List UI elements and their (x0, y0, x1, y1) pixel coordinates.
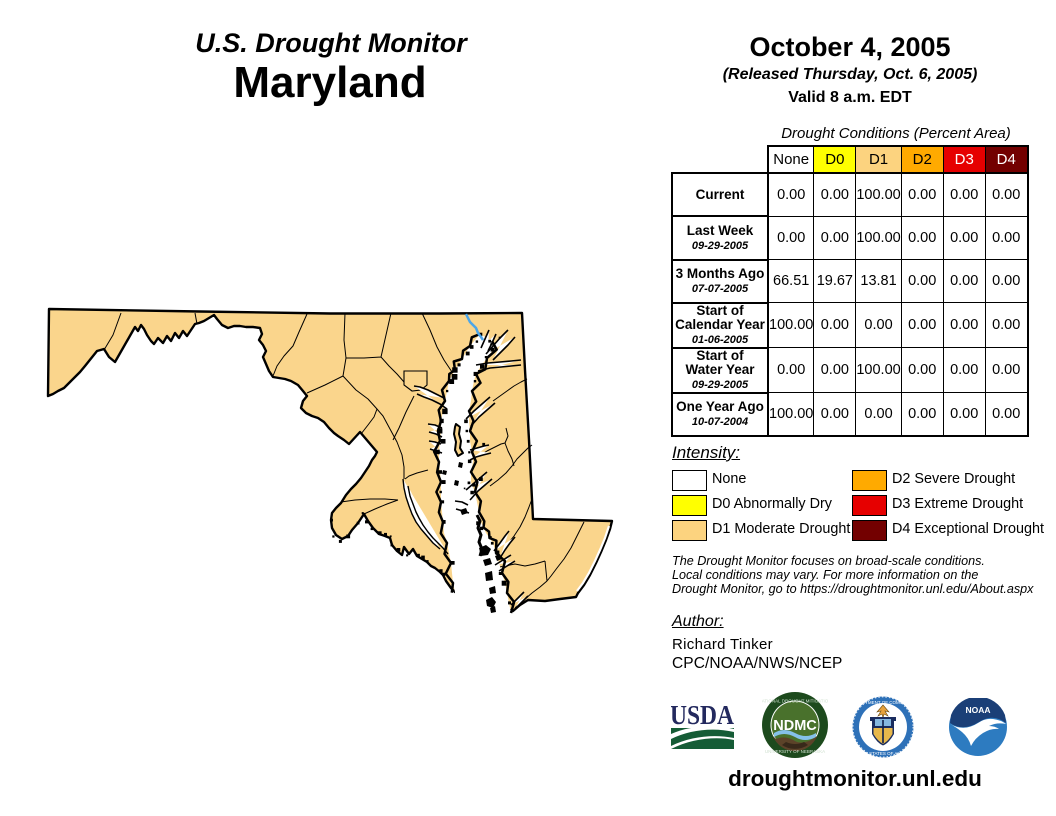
svg-text:NATIONAL DROUGHT MITIGATION: NATIONAL DROUGHT MITIGATION (762, 699, 828, 704)
svg-text:NOAA: NOAA (965, 705, 990, 715)
svg-text:NDMC: NDMC (773, 718, 817, 734)
svg-text:UNITED STATES OF AMERICA: UNITED STATES OF AMERICA (852, 751, 914, 756)
svg-text:USDA: USDA (671, 703, 734, 730)
svg-text:DEPARTMENT OF COMMERCE: DEPARTMENT OF COMMERCE (852, 700, 914, 705)
svg-text:UNIVERSITY OF NEBRASKA: UNIVERSITY OF NEBRASKA (765, 749, 825, 754)
